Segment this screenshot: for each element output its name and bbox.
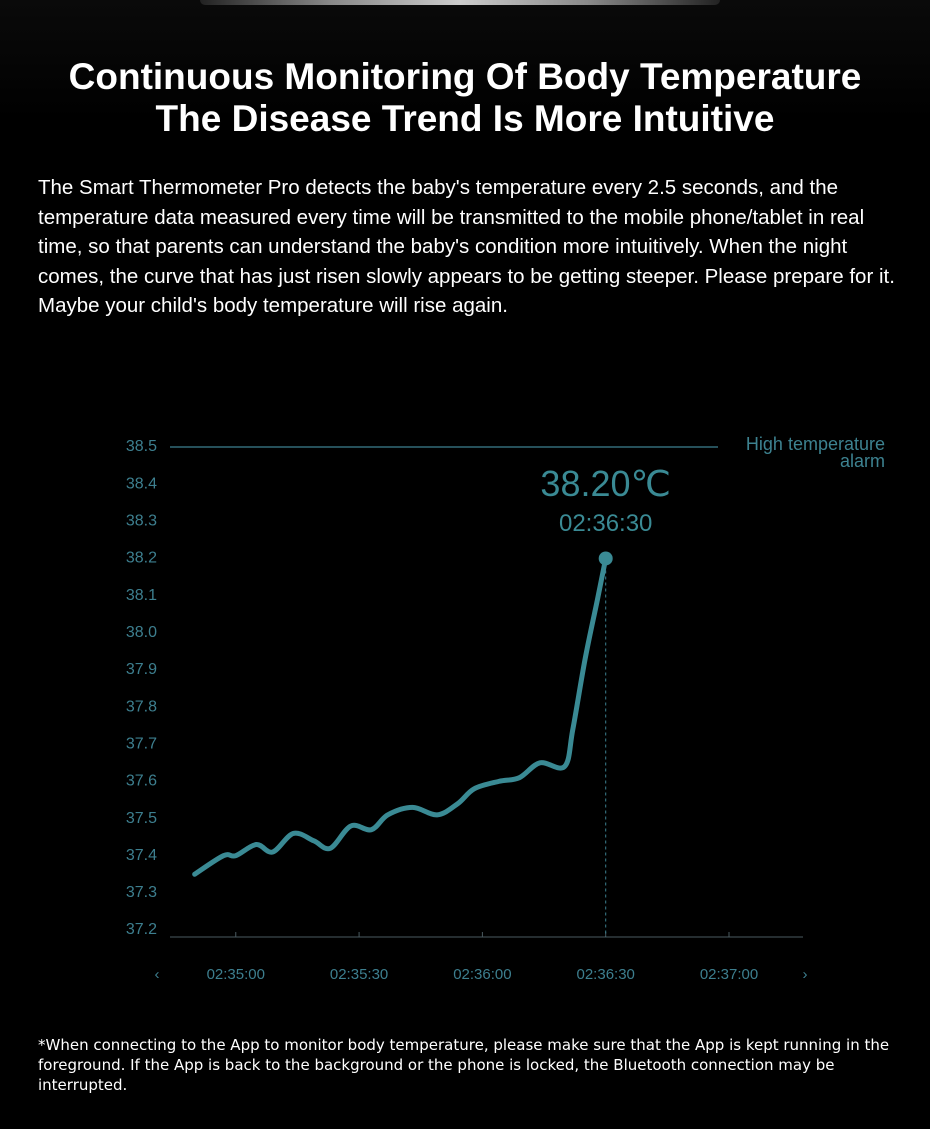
x-tick-label: 02:35:00	[207, 966, 265, 983]
y-tick-label: 38.4	[126, 475, 157, 492]
y-tick-label: 37.2	[126, 921, 157, 938]
x-tick-label: 02:36:30	[577, 966, 635, 983]
y-tick-label: 37.3	[126, 884, 157, 901]
y-tick-label: 38.5	[126, 438, 157, 455]
title-line: The Disease Trend Is More Intuitive	[155, 98, 775, 139]
device-edge	[200, 0, 720, 5]
y-tick-label: 38.2	[126, 550, 157, 567]
nav-prev: ‹	[155, 966, 160, 983]
y-tick-label: 37.8	[126, 698, 157, 715]
description: The Smart Thermometer Pro detects the ba…	[38, 176, 895, 317]
value-label: 38.20℃	[540, 463, 671, 504]
nav-next: ›	[803, 966, 808, 983]
time-label: 02:36:30	[559, 510, 652, 537]
y-tick-label: 37.6	[126, 773, 157, 790]
title: Continuous Monitoring Of Body Temperatur…	[0, 56, 930, 140]
alarm-label: High temperature alarm	[745, 434, 885, 471]
y-tick-label: 38.1	[126, 587, 157, 604]
footnote: *When connecting to the App to monitor b…	[38, 1036, 890, 1094]
title-line: Continuous Monitoring Of Body Temperatur…	[68, 56, 862, 97]
x-tick-label: 02:36:00	[453, 966, 511, 983]
x-tick-label: 02:35:30	[330, 966, 388, 983]
y-tick-label: 37.7	[126, 735, 157, 752]
temperature-line	[192, 555, 609, 877]
y-tick-label: 37.5	[126, 810, 157, 827]
y-tick-label: 38.3	[126, 513, 157, 530]
y-tick-label: 37.4	[126, 847, 157, 864]
x-tick-label: 02:37:00	[700, 966, 758, 983]
y-tick-label: 38.0	[126, 624, 157, 641]
point	[598, 551, 613, 566]
y-tick-label: 37.9	[126, 661, 157, 678]
